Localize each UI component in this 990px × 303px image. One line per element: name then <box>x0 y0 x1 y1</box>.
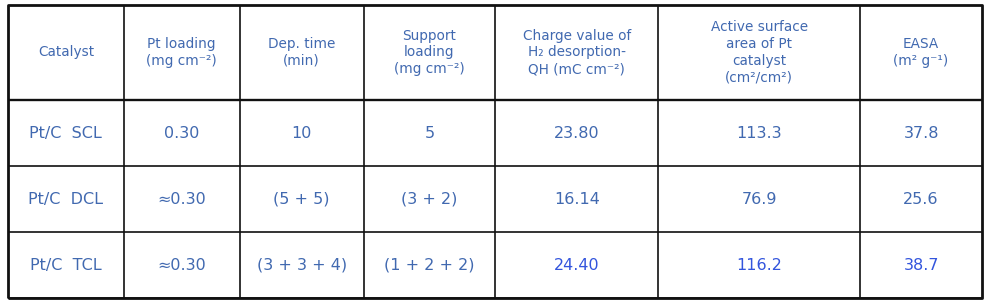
Text: Charge value of
H₂ desorption-
QH (mC cm⁻²): Charge value of H₂ desorption- QH (mC cm… <box>523 28 631 76</box>
Text: 0.30: 0.30 <box>164 126 199 141</box>
Text: Catalyst: Catalyst <box>38 45 94 59</box>
Text: 76.9: 76.9 <box>742 192 777 207</box>
Text: 37.8: 37.8 <box>903 126 939 141</box>
Text: EASA
(m² g⁻¹): EASA (m² g⁻¹) <box>893 37 948 68</box>
Text: 5: 5 <box>425 126 435 141</box>
Text: (3 + 2): (3 + 2) <box>401 192 457 207</box>
Text: (1 + 2 + 2): (1 + 2 + 2) <box>384 258 474 273</box>
Text: (3 + 3 + 4): (3 + 3 + 4) <box>256 258 346 273</box>
Text: Pt/C  TCL: Pt/C TCL <box>30 258 102 273</box>
Text: Dep. time
(min): Dep. time (min) <box>268 37 336 68</box>
Text: (5 + 5): (5 + 5) <box>273 192 330 207</box>
Text: Active surface
area of Pt
catalyst
(cm²/cm²): Active surface area of Pt catalyst (cm²/… <box>711 20 808 85</box>
Text: Pt loading
(mg cm⁻²): Pt loading (mg cm⁻²) <box>147 37 217 68</box>
Text: 23.80: 23.80 <box>553 126 600 141</box>
Text: 116.2: 116.2 <box>737 258 782 273</box>
Text: 113.3: 113.3 <box>737 126 782 141</box>
Text: 38.7: 38.7 <box>903 258 939 273</box>
Text: 16.14: 16.14 <box>553 192 600 207</box>
Text: 25.6: 25.6 <box>903 192 939 207</box>
Text: Support
loading
(mg cm⁻²): Support loading (mg cm⁻²) <box>394 28 464 76</box>
Text: ≈0.30: ≈0.30 <box>157 192 206 207</box>
Text: Pt/C  DCL: Pt/C DCL <box>29 192 103 207</box>
Text: ≈0.30: ≈0.30 <box>157 258 206 273</box>
Text: Pt/C  SCL: Pt/C SCL <box>30 126 102 141</box>
Text: 10: 10 <box>291 126 312 141</box>
Text: 24.40: 24.40 <box>553 258 600 273</box>
